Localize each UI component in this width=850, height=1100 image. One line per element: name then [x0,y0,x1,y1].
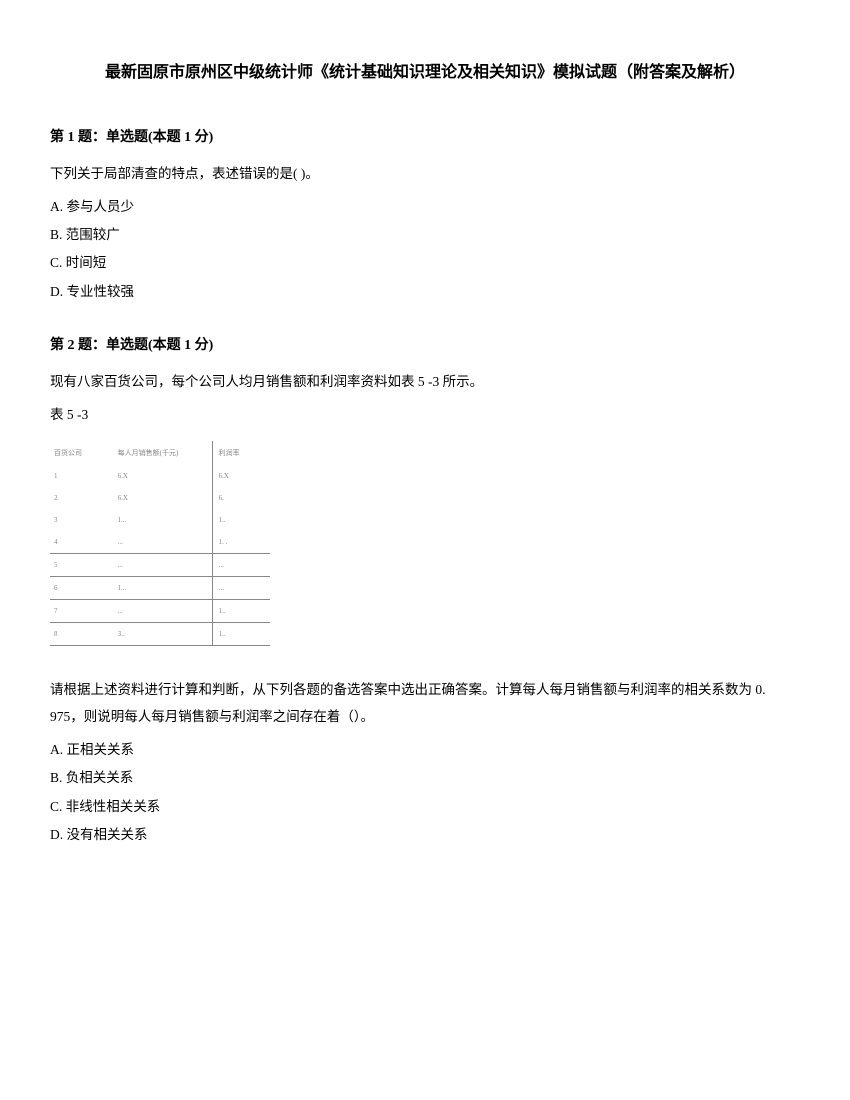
table-cell: 3.. [114,622,212,645]
question-2: 第 2 题：单选题(本题 1 分) 现有八家百货公司，每个公司人均月销售额和利润… [50,334,800,849]
q2-header: 第 2 题：单选题(本题 1 分) [50,334,800,354]
table-cell: 1 [50,465,114,487]
table-cell: 6 [50,576,114,599]
q1-option-a: A. 参与人员少 [50,193,800,221]
table-cell: 8 [50,622,114,645]
table-header-cell: 百货公司 [50,441,114,465]
q2-data-table: 百货公司 每人月销售额(千元) 利润率 1 6.X 6.X 2 6.X 6. 3… [50,441,270,646]
table-cell: 4 [50,531,114,554]
q2-option-b: B. 负相关关系 [50,764,800,792]
table-cell: 6.X [114,465,212,487]
q2-table-label: 表 5 -3 [50,403,800,423]
q1-text: 下列关于局部清查的特点，表述错误的是( )。 [50,160,800,187]
table-cell: 6.X [114,487,212,509]
table-header-cell: 利润率 [212,441,270,465]
question-1: 第 1 题：单选题(本题 1 分) 下列关于局部清查的特点，表述错误的是( )。… [50,126,800,306]
table-cell: 6. [212,487,270,509]
table-header-cell: 每人月销售额(千元) [114,441,212,465]
table-cell: 7 [50,599,114,622]
table-cell: 1... [114,576,212,599]
q2-option-d: D. 没有相关关系 [50,821,800,849]
table-cell: 6.X [212,465,270,487]
table-cell: ... [114,553,212,576]
page-title: 最新固原市原州区中级统计师《统计基础知识理论及相关知识》模拟试题（附答案及解析） [50,60,800,86]
q1-header: 第 1 题：单选题(本题 1 分) [50,126,800,146]
q1-option-d: D. 专业性较强 [50,278,800,306]
q2-option-c: C. 非线性相关关系 [50,793,800,821]
table-cell: 1.. [212,509,270,531]
table-cell: 2 [50,487,114,509]
table-cell: 1. . [212,531,270,554]
table-cell: ... [212,576,270,599]
table-cell: 3 [50,509,114,531]
table-cell: 1.. [212,599,270,622]
q2-followup: 请根据上述资料进行计算和判断，从下列各题的备选答案中选出正确答案。计算每人每月销… [50,676,800,730]
table-cell: 1.. [212,622,270,645]
q1-option-b: B. 范围较广 [50,221,800,249]
q2-option-a: A. 正相关关系 [50,736,800,764]
q1-option-c: C. 时间短 [50,249,800,277]
table-cell: ... [114,531,212,554]
table-cell: ... [114,599,212,622]
table-cell: 5 [50,553,114,576]
q2-intro: 现有八家百货公司，每个公司人均月销售额和利润率资料如表 5 -3 所示。 [50,368,800,395]
table-cell: 1... [114,509,212,531]
table-cell: ... [212,553,270,576]
